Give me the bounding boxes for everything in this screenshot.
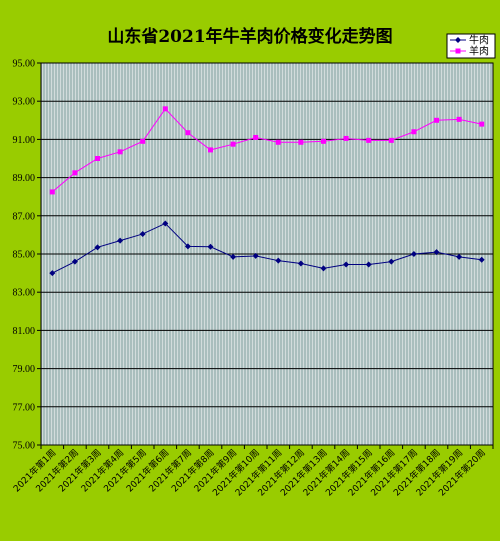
data-point [94, 244, 101, 251]
data-point [298, 139, 304, 145]
series-line [52, 222, 482, 274]
data-point [321, 138, 326, 144]
data-point [320, 265, 327, 272]
series-group [49, 106, 485, 277]
data-point [297, 260, 304, 267]
y-tick-label: 93.00 [13, 97, 36, 108]
data-point [343, 261, 350, 268]
data-point [478, 256, 485, 263]
legend-label: 牛肉 [469, 34, 489, 47]
data-point [343, 135, 349, 141]
data-point [95, 156, 100, 161]
data-point [117, 237, 124, 244]
data-point [49, 189, 55, 195]
chart-title: 山东省2021年牛羊肉价格变化走势图 [107, 27, 393, 47]
data-point [275, 257, 282, 264]
x-axis: 2021年第1周2021年第2周2021年第3周2021年第4周2021年第5周… [11, 445, 494, 499]
data-point [388, 258, 395, 265]
y-tick-label: 81.00 [13, 326, 36, 337]
legend-marker [455, 48, 461, 54]
legend-marker [455, 37, 461, 43]
data-point [410, 251, 417, 257]
y-tick-label: 95.00 [13, 59, 36, 70]
data-point [275, 139, 281, 145]
y-tick-label: 91.00 [13, 135, 36, 146]
data-point [139, 230, 146, 237]
data-point [411, 129, 417, 135]
data-point [479, 121, 485, 127]
data-point [162, 106, 168, 112]
data-point [49, 270, 56, 277]
y-tick-label: 75.00 [13, 441, 36, 452]
data-point [456, 253, 463, 260]
legend-label: 羊肉 [469, 45, 489, 58]
data-point [207, 243, 214, 250]
y-tick-label: 89.00 [13, 173, 36, 184]
legend-item[interactable]: 羊肉 [450, 45, 489, 58]
data-point [456, 116, 462, 122]
data-point [185, 130, 191, 136]
y-tick-label: 77.00 [13, 402, 36, 413]
data-point [388, 137, 394, 143]
data-point [71, 258, 78, 265]
series-1 [49, 220, 485, 277]
y-tick-label: 87.00 [13, 211, 36, 222]
y-tick-label: 85.00 [13, 250, 36, 261]
data-point [366, 137, 372, 143]
data-point [208, 147, 213, 153]
data-point [434, 117, 439, 123]
series-line [51, 108, 482, 193]
y-tick-label: 83.00 [13, 288, 36, 299]
data-point [365, 261, 372, 268]
data-point [433, 249, 440, 256]
data-point [184, 243, 191, 250]
legend-item[interactable]: 牛肉 [450, 34, 489, 47]
data-point [72, 170, 78, 176]
data-point [253, 134, 259, 140]
data-point [117, 149, 123, 155]
y-tick-label: 79.00 [13, 364, 36, 375]
legend-box [446, 33, 496, 59]
data-point [230, 253, 237, 260]
y-axis: 75.00 77.00 79.00 81.00 83.00 85.00 87.00 89.00… [13, 59, 41, 452]
series-2 [49, 106, 485, 195]
data-point [140, 138, 146, 144]
data-point [162, 220, 169, 227]
data-point [230, 141, 236, 147]
data-point [252, 252, 259, 259]
